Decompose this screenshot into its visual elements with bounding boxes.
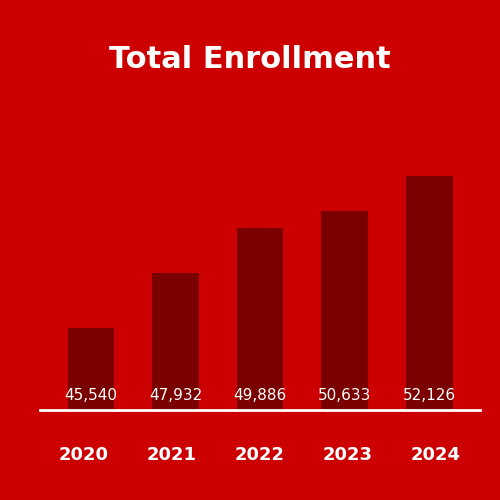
- Bar: [322, 211, 368, 500]
- Text: 2022: 2022: [235, 446, 285, 464]
- Text: Total Enrollment: Total Enrollment: [109, 46, 391, 74]
- Bar: [152, 273, 198, 500]
- Bar: [406, 176, 452, 500]
- Text: 49,886: 49,886: [234, 388, 286, 403]
- Text: 2023: 2023: [323, 446, 373, 464]
- Text: 50,633: 50,633: [318, 388, 372, 403]
- Bar: [236, 228, 284, 500]
- Text: 2024: 2024: [411, 446, 461, 464]
- Text: 52,126: 52,126: [402, 388, 456, 403]
- Text: 2021: 2021: [147, 446, 197, 464]
- Text: 2020: 2020: [59, 446, 109, 464]
- Text: 47,932: 47,932: [149, 388, 202, 403]
- Text: 45,540: 45,540: [64, 388, 118, 403]
- Bar: [68, 328, 114, 500]
